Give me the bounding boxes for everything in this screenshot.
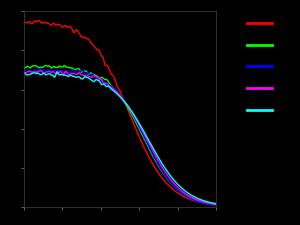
Legend: , , , , : , , , ,	[244, 14, 276, 120]
